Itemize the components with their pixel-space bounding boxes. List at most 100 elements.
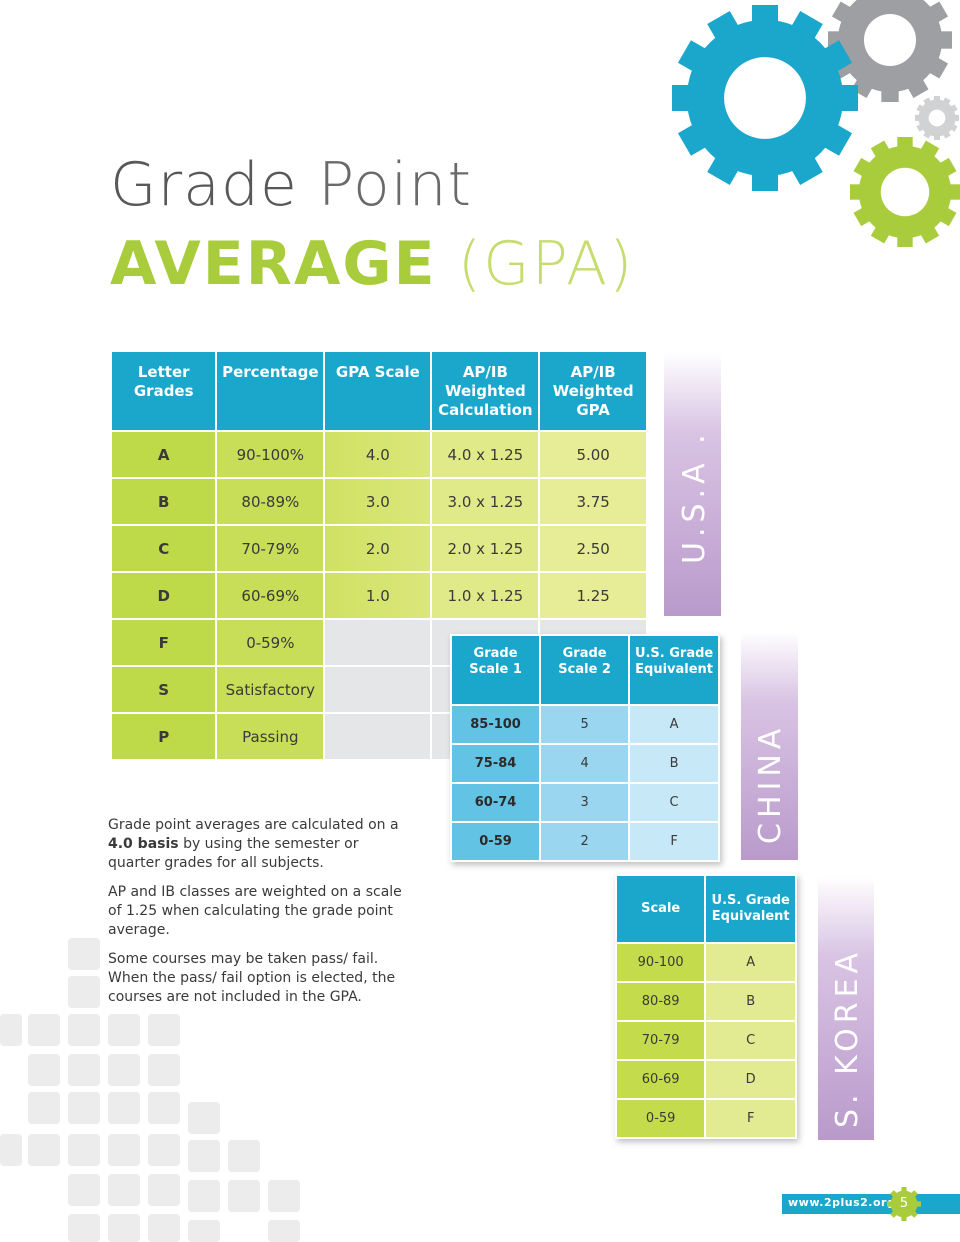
us-equivalent-cell: B: [628, 743, 720, 784]
percentage-cell: Satisfactory: [215, 665, 326, 714]
korea-grade-table: Scale U.S. Grade Equivalent 90-100 A 80-…: [614, 874, 797, 1139]
page-title-line2: AVERAGE (GPA): [110, 228, 634, 300]
title-word-gpa: (GPA): [457, 229, 635, 299]
percentage-cell: 70-79%: [215, 524, 326, 573]
title-word-point: Point: [318, 150, 472, 220]
scale-1-cell: 75-84: [449, 743, 542, 784]
usa-label: U.S.A .: [677, 429, 712, 564]
paragraph-weighted: AP and IB classes are weighted on a scal…: [108, 884, 402, 938]
body-text: Grade point averages are calculated on a…: [108, 816, 408, 1017]
table-row: 60-69 D: [614, 1059, 797, 1100]
header-percentage: Percentage: [215, 350, 326, 432]
korea-table-header-row: Scale U.S. Grade Equivalent: [614, 874, 797, 944]
us-gpa-table: Letter Grades Percentage GPA Scale AP/IB…: [109, 350, 648, 761]
letter-cell: S: [109, 665, 218, 714]
scale-1-cell: 85-100: [449, 704, 542, 745]
paragraph-1-bold: 4.0 basis: [108, 836, 179, 852]
table-row: 70-79 C: [614, 1020, 797, 1061]
header-weighted-gpa: AP/IB Weighted GPA: [538, 350, 648, 432]
header-weighted-calculation: AP/IB Weighted Calculation: [430, 350, 541, 432]
calc-cell: 4.0 x 1.25: [430, 430, 541, 479]
us-equivalent-cell: C: [628, 782, 720, 823]
gpa-cell: 3.0: [323, 477, 433, 526]
gray-gear-icon: [828, 0, 952, 102]
empty-cell: [323, 618, 433, 667]
green-gear-icon: [850, 137, 960, 247]
empty-cell: [323, 665, 433, 714]
us-equivalent-cell: F: [704, 1098, 797, 1139]
scale-2-cell: 5: [539, 704, 631, 745]
scale-1-cell: 60-74: [449, 782, 542, 823]
calc-cell: 2.0 x 1.25: [430, 524, 541, 573]
letter-cell: P: [109, 712, 218, 761]
korea-label-bar: S. KOREA: [818, 876, 874, 1140]
scale-2-cell: 3: [539, 782, 631, 823]
letter-cell: F: [109, 618, 218, 667]
scale-cell: 80-89: [614, 981, 707, 1022]
korea-label: S. KOREA: [830, 947, 865, 1128]
table-row: A 90-100% 4.0 4.0 x 1.25 5.00: [109, 430, 648, 479]
percentage-cell: 60-69%: [215, 571, 326, 620]
empty-cell: [323, 712, 433, 761]
title-word-grade: Grade: [110, 150, 298, 220]
page-title-line1: Grade Point: [110, 150, 472, 220]
table-row: D 60-69% 1.0 1.0 x 1.25 1.25: [109, 571, 648, 620]
table-row: 75-84 4 B: [449, 743, 720, 784]
paragraph-1-start: Grade point averages are calculated on a: [108, 817, 399, 833]
header-letter-grades: Letter Grades: [109, 350, 218, 432]
table-row: 60-74 3 C: [449, 782, 720, 823]
table-row: B 80-89% 3.0 3.0 x 1.25 3.75: [109, 477, 648, 526]
us-equivalent-cell: A: [704, 942, 797, 983]
usa-label-bar: U.S.A .: [664, 352, 721, 616]
footer-url: www.2plus2.org: [788, 1196, 896, 1209]
header-us-grade-equivalent: U.S. Grade Equivalent: [704, 874, 797, 944]
small-gear-icon: [915, 96, 959, 140]
weighted-gpa-cell: 2.50: [538, 524, 648, 573]
china-label-bar: CHINA: [741, 632, 798, 860]
page-number: 5: [899, 1196, 909, 1211]
scale-cell: 60-69: [614, 1059, 707, 1100]
scale-1-cell: 0-59: [449, 821, 542, 862]
calc-cell: 1.0 x 1.25: [430, 571, 541, 620]
us-equivalent-cell: D: [704, 1059, 797, 1100]
us-table-header-row: Letter Grades Percentage GPA Scale AP/IB…: [109, 350, 648, 432]
china-grade-table: Grade Scale 1 Grade Scale 2 U.S. Grade E…: [449, 634, 720, 862]
percentage-cell: Passing: [215, 712, 326, 761]
gpa-cell: 1.0: [323, 571, 433, 620]
us-equivalent-cell: F: [628, 821, 720, 862]
paragraph-1-end: by using the semester or quarter grades …: [108, 836, 359, 871]
letter-cell: D: [109, 571, 218, 620]
calc-cell: 3.0 x 1.25: [430, 477, 541, 526]
table-row: 90-100 A: [614, 942, 797, 983]
china-table-header-row: Grade Scale 1 Grade Scale 2 U.S. Grade E…: [449, 634, 720, 706]
title-word-average: AVERAGE: [110, 229, 437, 299]
header-scale: Scale: [614, 874, 707, 944]
scale-cell: 70-79: [614, 1020, 707, 1061]
header-grade-scale-1: Grade Scale 1: [449, 634, 542, 706]
paragraph-gpa-basis: Grade point averages are calculated on a…: [108, 816, 408, 873]
header-us-grade-equivalent: U.S. Grade Equivalent: [628, 634, 720, 706]
china-label: CHINA: [753, 723, 788, 844]
squares-decoration: [0, 938, 300, 1242]
table-row: 80-89 B: [614, 981, 797, 1022]
footer-gear-icon: [886, 1186, 922, 1222]
header-grade-scale-2: Grade Scale 2: [539, 634, 631, 706]
gears-decoration: [672, 0, 960, 247]
scale-2-cell: 4: [539, 743, 631, 784]
weighted-gpa-cell: 3.75: [538, 477, 648, 526]
percentage-cell: 90-100%: [215, 430, 326, 479]
percentage-cell: 0-59%: [215, 618, 326, 667]
us-equivalent-cell: C: [704, 1020, 797, 1061]
us-equivalent-cell: B: [704, 981, 797, 1022]
table-row: 0-59 F: [614, 1098, 797, 1139]
table-row: 85-100 5 A: [449, 704, 720, 745]
scale-cell: 0-59: [614, 1098, 707, 1139]
header-gpa-scale: GPA Scale: [323, 350, 433, 432]
us-equivalent-cell: A: [628, 704, 720, 745]
gpa-cell: 4.0: [323, 430, 433, 479]
table-row: C 70-79% 2.0 2.0 x 1.25 2.50: [109, 524, 648, 573]
table-row: 0-59 2 F: [449, 821, 720, 862]
scale-2-cell: 2: [539, 821, 631, 862]
paragraph-pass-fail: Some courses may be taken pass/ fail. Wh…: [108, 951, 396, 1005]
letter-cell: B: [109, 477, 218, 526]
